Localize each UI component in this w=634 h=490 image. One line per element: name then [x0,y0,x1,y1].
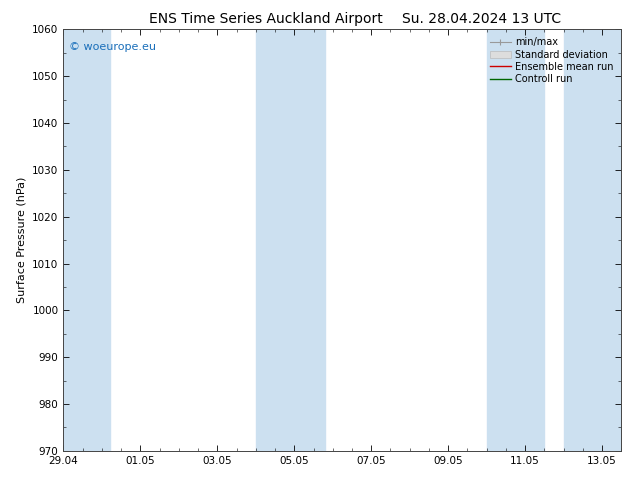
Legend: min/max, Standard deviation, Ensemble mean run, Controll run: min/max, Standard deviation, Ensemble me… [487,34,616,87]
Bar [487,29,545,451]
Bar [564,29,633,451]
Text: Su. 28.04.2024 13 UTC: Su. 28.04.2024 13 UTC [403,12,561,26]
Bar [56,29,110,451]
Text: ENS Time Series Auckland Airport: ENS Time Series Auckland Airport [150,12,383,26]
Y-axis label: Surface Pressure (hPa): Surface Pressure (hPa) [16,177,27,303]
Bar [256,29,325,451]
Text: © woeurope.eu: © woeurope.eu [69,42,156,52]
